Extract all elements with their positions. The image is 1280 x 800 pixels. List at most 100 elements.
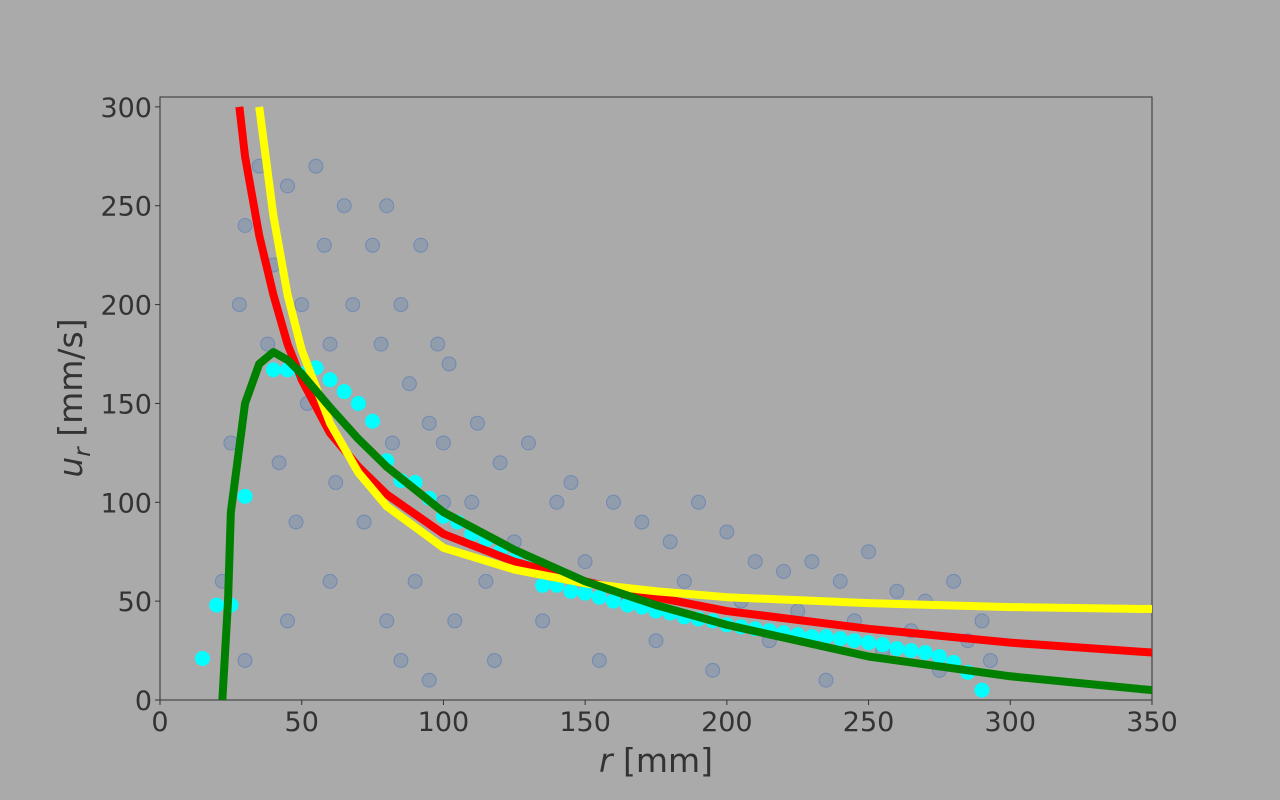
y-tick-label: 0 xyxy=(135,686,152,717)
scatter-point xyxy=(776,563,792,579)
y-tick-label: 100 xyxy=(100,488,152,519)
scatter-point xyxy=(648,633,664,649)
scatter-point xyxy=(413,237,429,253)
mean-point xyxy=(889,641,905,657)
fit-line xyxy=(255,106,1152,614)
scatter-point xyxy=(435,435,451,451)
scatter-point xyxy=(549,494,565,510)
scatter-point xyxy=(691,494,707,510)
mean-point xyxy=(195,650,211,666)
y-tick-label: 250 xyxy=(100,192,152,223)
mean-point xyxy=(620,597,636,613)
scatter-point xyxy=(563,475,579,491)
scatter-point xyxy=(280,178,296,194)
scatter-point xyxy=(591,652,607,668)
scatter-point xyxy=(982,652,998,668)
scatter-point xyxy=(469,415,485,431)
scatter-point xyxy=(237,652,253,668)
scatter-point xyxy=(577,554,593,570)
scatter-point xyxy=(328,475,344,491)
x-tick-label: 0 xyxy=(151,707,168,738)
scatter-point xyxy=(535,613,551,629)
scatter-point xyxy=(421,672,437,688)
scatter-point xyxy=(280,613,296,629)
scatter-point xyxy=(520,435,536,451)
scatter-point xyxy=(719,524,735,540)
fit-line xyxy=(218,348,1152,700)
scatter-point xyxy=(336,198,352,214)
mean-point xyxy=(846,633,862,649)
scatter-point xyxy=(379,613,395,629)
mean-point xyxy=(832,631,848,647)
mean-point xyxy=(931,649,947,665)
scatter-point xyxy=(322,573,338,589)
x-tick-label: 150 xyxy=(559,707,611,738)
scatter-point xyxy=(231,297,247,313)
scatter-point xyxy=(946,573,962,589)
scatter-point xyxy=(407,573,423,589)
scatter-point xyxy=(634,514,650,530)
y-axis-label: ur [mm/s] xyxy=(51,318,98,477)
scatter-point xyxy=(322,336,338,352)
scatter-point xyxy=(373,336,389,352)
scatter-point xyxy=(464,494,480,510)
y-tick-label: 200 xyxy=(100,291,152,322)
scatter-point xyxy=(294,297,310,313)
scatter-point xyxy=(308,158,324,174)
x-tick-label: 200 xyxy=(701,707,753,738)
mean-point xyxy=(903,643,919,659)
scatter-point xyxy=(393,652,409,668)
scatter-point xyxy=(271,455,287,471)
scatter-point xyxy=(676,573,692,589)
mean-point xyxy=(861,635,877,651)
mean-point xyxy=(818,629,834,645)
x-label-unit: [mm] xyxy=(623,741,713,780)
scatter-point xyxy=(401,376,417,392)
x-tick-label: 350 xyxy=(1126,707,1178,738)
mean-point xyxy=(875,637,891,653)
x-tick-label: 250 xyxy=(843,707,895,738)
scatter-point xyxy=(379,198,395,214)
scatter-point xyxy=(316,237,332,253)
scatter-point xyxy=(393,297,409,313)
y-label-sub: r xyxy=(70,446,96,457)
mean-point xyxy=(974,682,990,698)
scatter-point xyxy=(260,336,276,352)
x-label-var: r xyxy=(599,741,615,780)
scatter-point xyxy=(486,652,502,668)
mean-point xyxy=(563,583,579,599)
scatter-point xyxy=(421,415,437,431)
y-tick-label: 300 xyxy=(100,93,152,124)
y-label-var: u xyxy=(51,457,90,478)
scatter-point xyxy=(365,237,381,253)
scatter-point xyxy=(889,583,905,599)
mean-point xyxy=(336,384,352,400)
mean-point xyxy=(605,593,621,609)
scatter-point xyxy=(705,662,721,678)
scatter-point xyxy=(747,554,763,570)
mean-point xyxy=(350,395,366,411)
y-label-unit: [mm/s] xyxy=(51,318,90,436)
scatter-point xyxy=(288,514,304,530)
y-tick-label: 50 xyxy=(118,587,152,618)
scatter-point xyxy=(345,297,361,313)
x-tick-label: 300 xyxy=(985,707,1037,738)
x-tick-label: 100 xyxy=(418,707,470,738)
scatter-point xyxy=(356,514,372,530)
scatter-point xyxy=(441,356,457,372)
scatter-point xyxy=(478,573,494,589)
scatter-point xyxy=(832,573,848,589)
mean-point xyxy=(237,488,253,504)
mean-point xyxy=(535,577,551,593)
scatter-point xyxy=(662,534,678,550)
mean-point xyxy=(591,589,607,605)
scatter-point xyxy=(974,613,990,629)
mean-point xyxy=(577,585,593,601)
mean-point xyxy=(917,645,933,661)
y-tick-label: 150 xyxy=(100,389,152,420)
scatter-point xyxy=(804,554,820,570)
x-axis-label: r [mm] xyxy=(599,741,713,780)
fit-line xyxy=(235,106,1152,657)
